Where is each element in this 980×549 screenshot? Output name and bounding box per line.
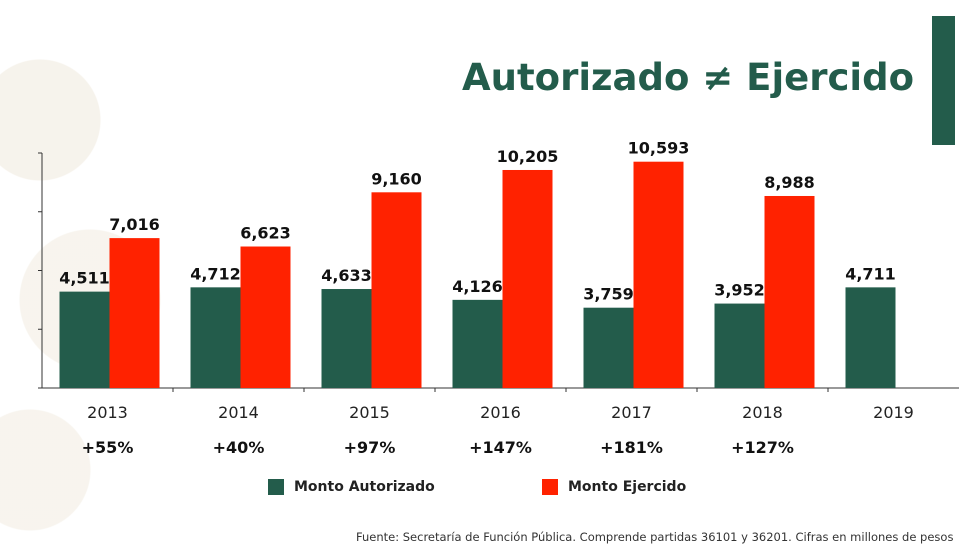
legend-ejercido: Monto Ejercido <box>542 479 686 495</box>
x-tick-label: 2014 <box>218 403 259 422</box>
bar-autorizado <box>845 287 896 388</box>
x-tick-label: 2013 <box>87 403 128 422</box>
x-tick-label: 2019 <box>873 403 914 422</box>
data-label: 10,205 <box>497 147 559 166</box>
source-note: Fuente: Secretaría de Función Pública. C… <box>356 530 954 544</box>
data-label: 3,759 <box>583 285 634 304</box>
bar-autorizado <box>583 307 634 388</box>
data-label: 10,593 <box>628 139 690 158</box>
legend-label: Monto Ejercido <box>568 479 687 495</box>
growth-label: +55% <box>82 438 134 457</box>
bar-ejercido <box>109 238 160 388</box>
growth-label: +181% <box>600 438 663 457</box>
bar-autorizado <box>190 287 241 388</box>
legend-label: Monto Autorizado <box>294 479 435 495</box>
legend-autorizado: Monto Autorizado <box>268 479 435 495</box>
data-label: 4,711 <box>845 264 896 283</box>
x-tick-label: 2015 <box>349 403 390 422</box>
legend-swatch-autorizado <box>268 479 284 495</box>
bar-autorizado <box>714 303 765 388</box>
growth-label: +127% <box>731 438 794 457</box>
bar-ejercido <box>764 195 815 388</box>
bar-autorizado <box>321 289 372 388</box>
data-label: 4,712 <box>190 264 241 283</box>
bar-autorizado <box>452 299 503 388</box>
data-label: 4,126 <box>452 277 503 296</box>
bar-ejercido <box>371 192 422 388</box>
bar-autorizado <box>59 291 110 388</box>
data-label: 4,511 <box>59 269 110 288</box>
bar-ejercido <box>633 161 684 388</box>
data-label: 4,633 <box>321 266 372 285</box>
data-label: 3,952 <box>714 281 765 300</box>
x-tick-label: 2017 <box>611 403 652 422</box>
growth-label: +147% <box>469 438 532 457</box>
growth-label: +40% <box>213 438 265 457</box>
growth-label: +97% <box>344 438 396 457</box>
bar-ejercido <box>502 169 553 388</box>
x-tick-label: 2016 <box>480 403 521 422</box>
data-label: 9,160 <box>371 169 422 188</box>
page-title: Autorizado ≠ Ejercido <box>462 56 915 99</box>
data-label: 8,988 <box>764 173 815 192</box>
accent-bar <box>932 16 955 145</box>
bar-ejercido <box>240 246 291 388</box>
x-tick-label: 2018 <box>742 403 783 422</box>
data-label: 7,016 <box>109 215 160 234</box>
data-label: 6,623 <box>240 224 291 243</box>
legend-swatch-ejercido <box>542 479 558 495</box>
